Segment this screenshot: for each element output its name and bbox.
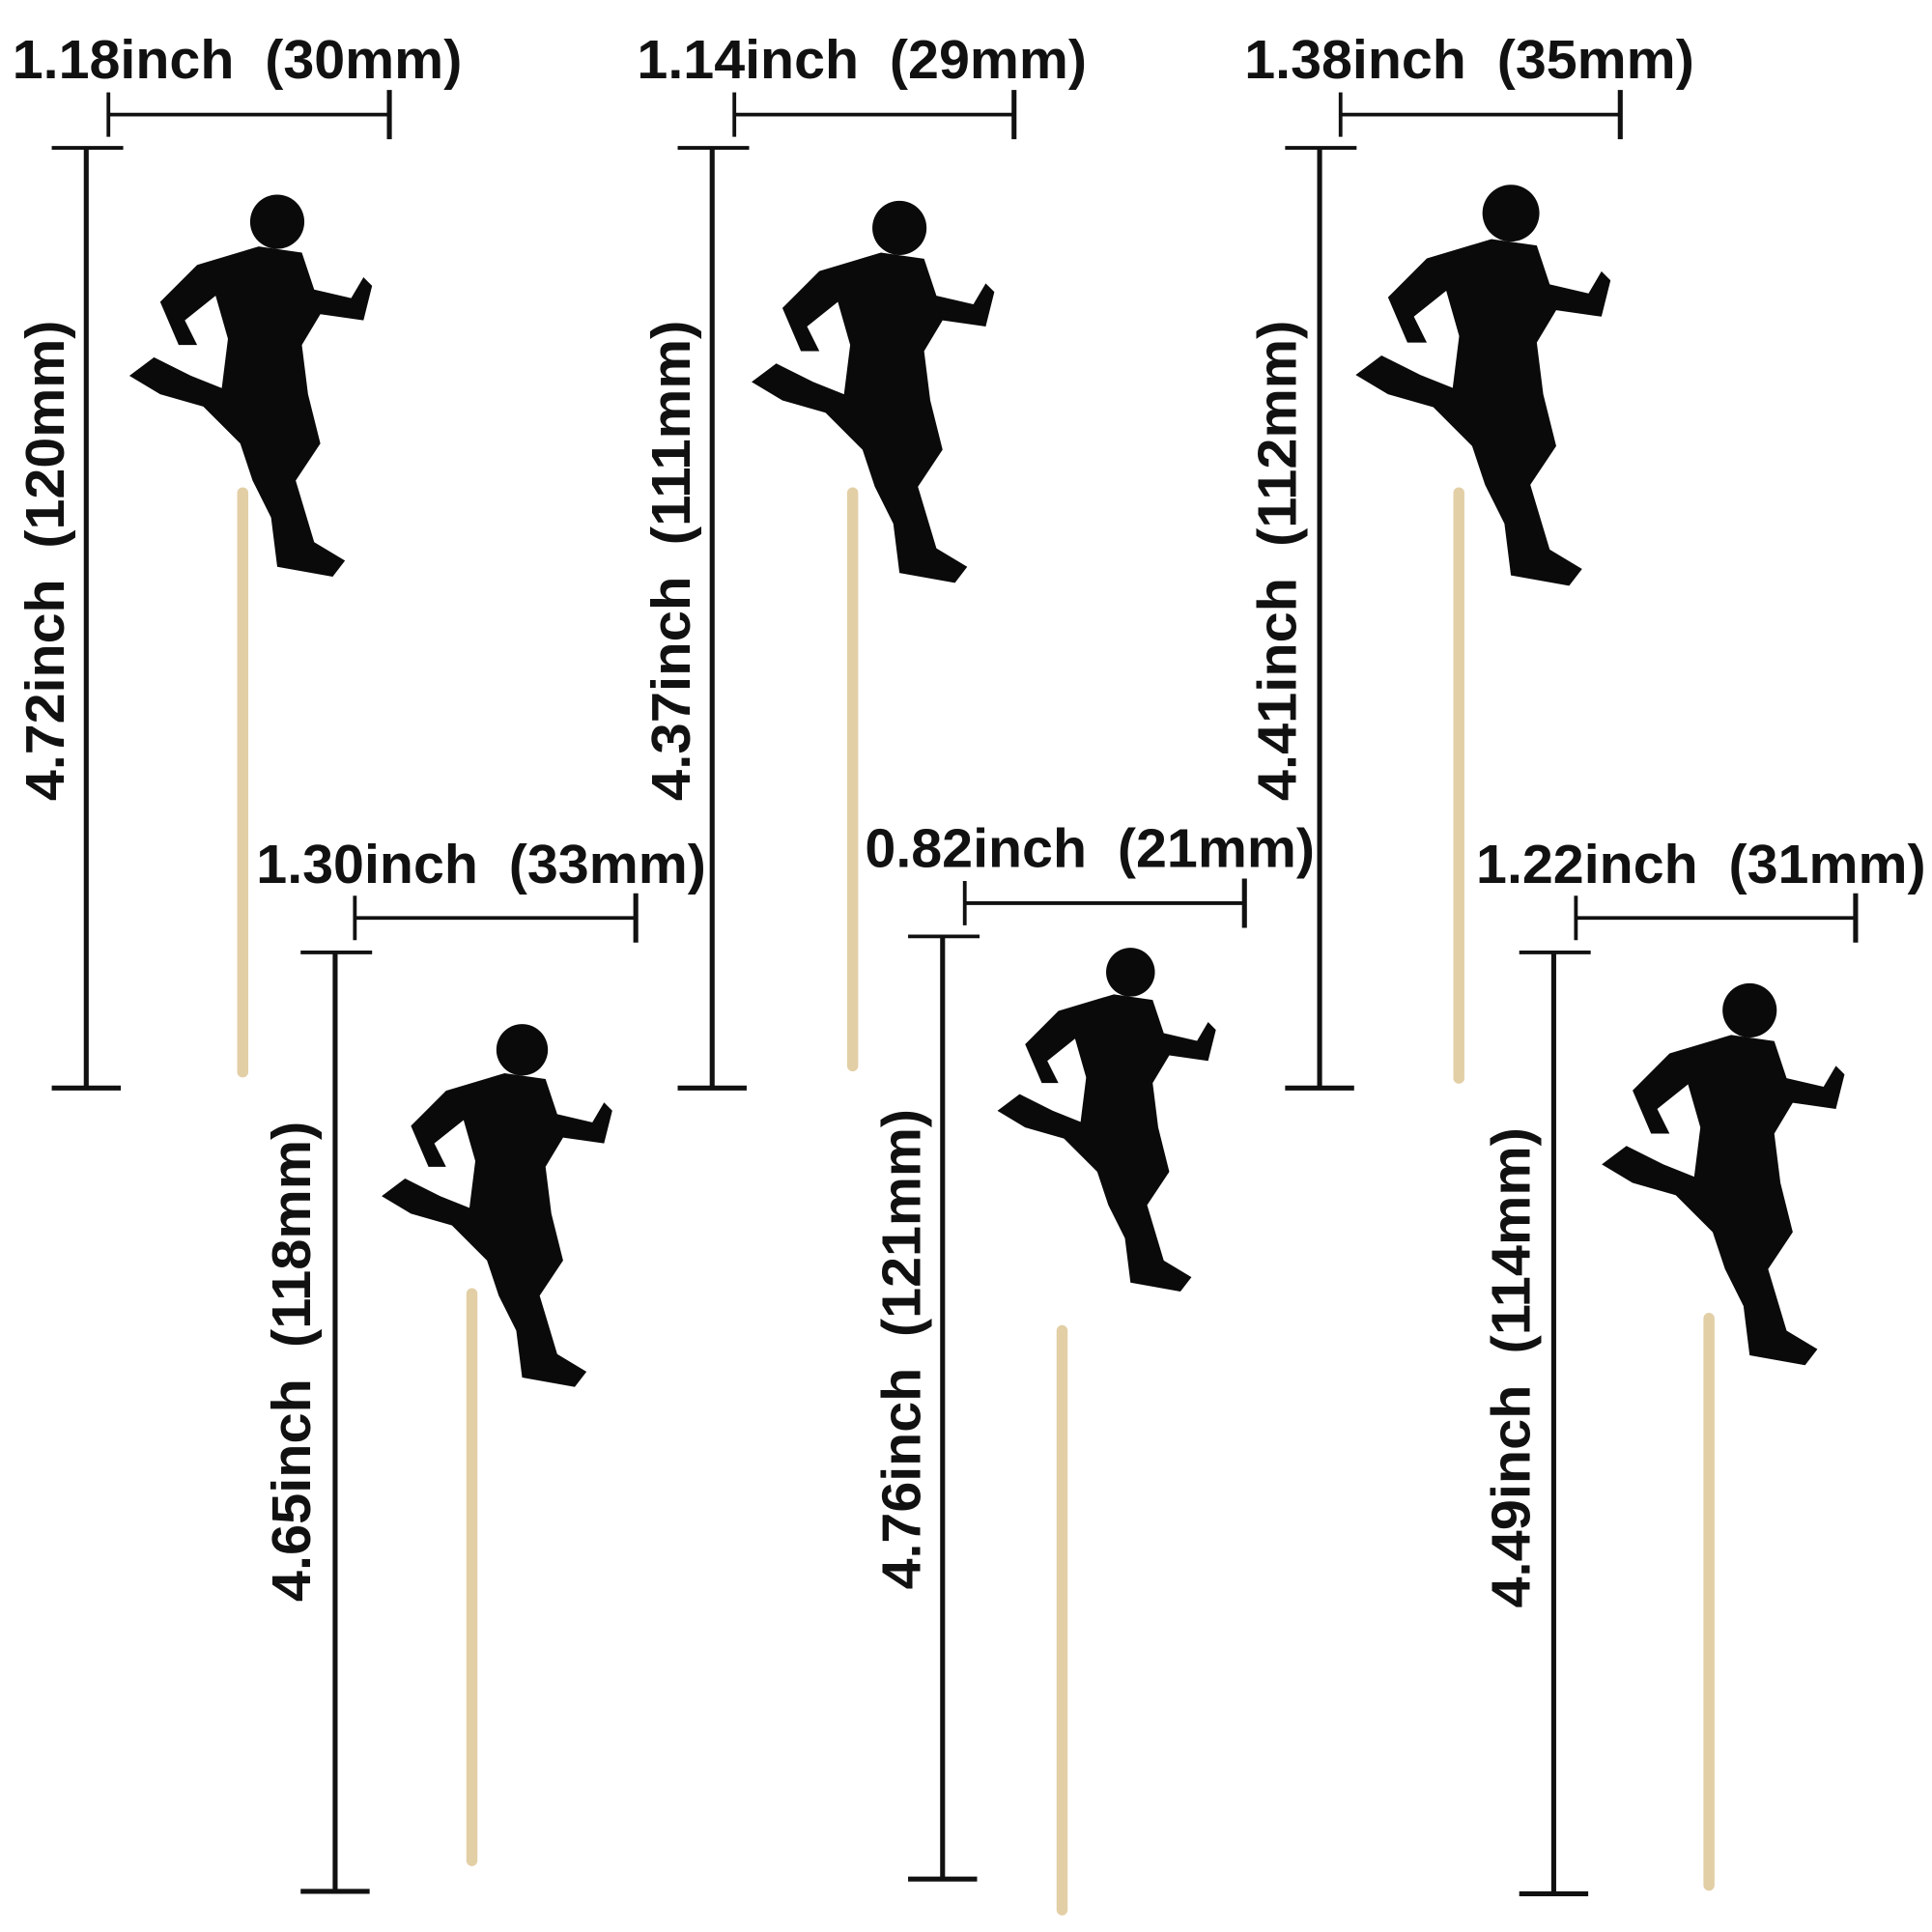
height-label: 4.41inch (112mm) bbox=[1246, 321, 1307, 801]
runner-silhouette bbox=[997, 948, 1216, 1292]
width-label: 1.38inch (35mm) bbox=[1244, 29, 1694, 90]
height-label: 4.49inch (114mm) bbox=[1481, 1127, 1542, 1607]
height-label: 4.65inch (118mm) bbox=[261, 1122, 322, 1602]
width-label: 1.22inch (31mm) bbox=[1476, 834, 1926, 895]
width-label: 0.82inch (21mm) bbox=[865, 817, 1315, 878]
runner-silhouette bbox=[752, 200, 995, 583]
runner-silhouette bbox=[1355, 185, 1611, 586]
width-label: 1.30inch (33mm) bbox=[256, 834, 706, 895]
height-label: 4.72inch (120mm) bbox=[14, 321, 75, 801]
height-label: 4.37inch (111mm) bbox=[640, 321, 701, 801]
runner-silhouette bbox=[1602, 982, 1845, 1366]
width-label: 1.18inch (30mm) bbox=[13, 29, 463, 90]
runner-silhouette bbox=[382, 1024, 612, 1387]
height-label: 4.76inch (121mm) bbox=[870, 1109, 931, 1589]
width-label: 1.14inch (29mm) bbox=[637, 29, 1087, 90]
runner-silhouette bbox=[128, 194, 373, 577]
